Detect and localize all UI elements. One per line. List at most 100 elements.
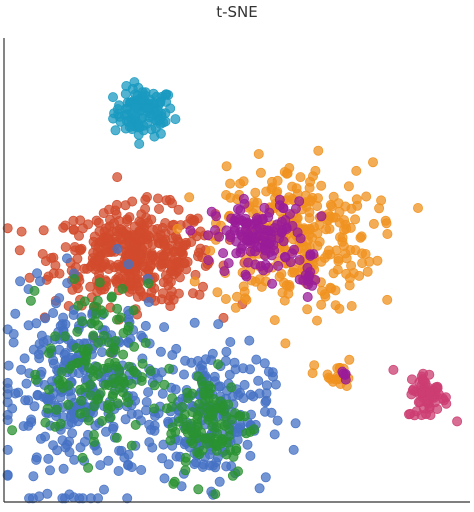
scatter-point [260, 397, 271, 408]
scatter-point [376, 195, 387, 206]
scatter-point [181, 264, 192, 275]
scatter-point [159, 379, 170, 390]
scatter-point [34, 338, 45, 349]
scatter-point [224, 424, 235, 435]
scatter-point [147, 224, 158, 235]
scatter-point [112, 398, 123, 409]
scatter-point [211, 211, 222, 222]
scatter-point [372, 255, 383, 266]
scatter-point [272, 175, 283, 186]
scatter-point [143, 278, 154, 289]
scatter-point [200, 433, 211, 444]
scatter-point [214, 476, 225, 487]
scatter-point [103, 229, 114, 240]
scatter-point [88, 330, 99, 341]
scatter-point [382, 294, 393, 305]
scatter-point [160, 217, 171, 228]
chart-title: t-SNE [216, 3, 258, 21]
scatter-point [273, 260, 284, 271]
scatter-point [2, 444, 13, 455]
scatter-point [98, 363, 109, 374]
scatter-point [140, 203, 151, 214]
scatter-point [230, 302, 241, 313]
scatter-point [245, 246, 256, 257]
scatter-point [29, 285, 40, 296]
scatter-point [102, 400, 113, 411]
scatter-point [321, 224, 332, 235]
scatter-point [112, 172, 123, 183]
scatter-point [19, 353, 30, 364]
scatter-point [208, 400, 219, 411]
scatter-point [54, 268, 65, 279]
scatter-point [166, 428, 177, 439]
scatter-point [279, 251, 290, 262]
scatter-point [83, 415, 94, 426]
scatter-point [135, 248, 146, 259]
scatter-point [235, 205, 246, 216]
scatter-point [298, 275, 309, 286]
scatter-point [8, 328, 19, 339]
scatter-point [330, 300, 341, 311]
scatter-point [149, 403, 160, 414]
scatter-point [21, 378, 32, 389]
scatter-point [307, 280, 318, 291]
scatter-point [259, 406, 270, 417]
scatter-point [157, 453, 168, 464]
scatter-point [218, 248, 229, 259]
scatter-point [23, 320, 34, 331]
scatter-point [316, 299, 327, 310]
scatter-point [132, 409, 143, 420]
scatter-point [235, 247, 246, 258]
scatter-point [28, 471, 39, 482]
scatter-point [322, 369, 333, 380]
scatter-point [139, 90, 150, 101]
scatter-point [312, 200, 323, 211]
scatter-point [226, 213, 237, 224]
scatter-point [14, 245, 25, 256]
scatter-point [83, 462, 94, 473]
scatter-point [155, 97, 166, 108]
scatter-point [159, 322, 170, 333]
scatter-point [56, 366, 67, 377]
scatter-point [186, 236, 197, 247]
scatter-point [145, 365, 156, 376]
scatter-point [228, 451, 239, 462]
scatter-point [172, 223, 183, 234]
scatter-point [333, 253, 344, 264]
scatter-point [171, 451, 182, 462]
scatter-point [153, 233, 164, 244]
scatter-point [53, 375, 64, 386]
scatter-point [288, 444, 299, 455]
scatter-point [123, 449, 134, 460]
scatter-point [196, 376, 207, 387]
scatter-point [149, 380, 160, 391]
scatter-point [165, 276, 176, 287]
scatter-point [36, 330, 47, 341]
scatter-point [290, 418, 301, 429]
scatter-point [213, 319, 224, 330]
scatter-point [325, 249, 336, 260]
scatter-point [240, 269, 251, 280]
scatter-point [7, 425, 18, 436]
scatter-point [88, 247, 99, 258]
scatter-point [111, 432, 122, 443]
scatter-point [212, 287, 223, 298]
scatter-point [130, 111, 141, 122]
scatter-point [141, 396, 152, 407]
scatter-point [289, 244, 300, 255]
scatter-point [202, 230, 213, 241]
scatter-point [251, 354, 262, 365]
scatter-point [219, 266, 230, 277]
scatter-point [2, 415, 13, 426]
scatter-point [105, 214, 116, 225]
scatter-point [40, 313, 51, 324]
scatter-point [169, 476, 180, 487]
scatter-point [232, 466, 243, 477]
scatter-point [244, 335, 255, 346]
scatter-point [136, 464, 147, 475]
scatter-point [272, 415, 283, 426]
scatter-point [141, 191, 152, 202]
scatter-point [170, 114, 181, 125]
scatter-point [294, 254, 305, 265]
